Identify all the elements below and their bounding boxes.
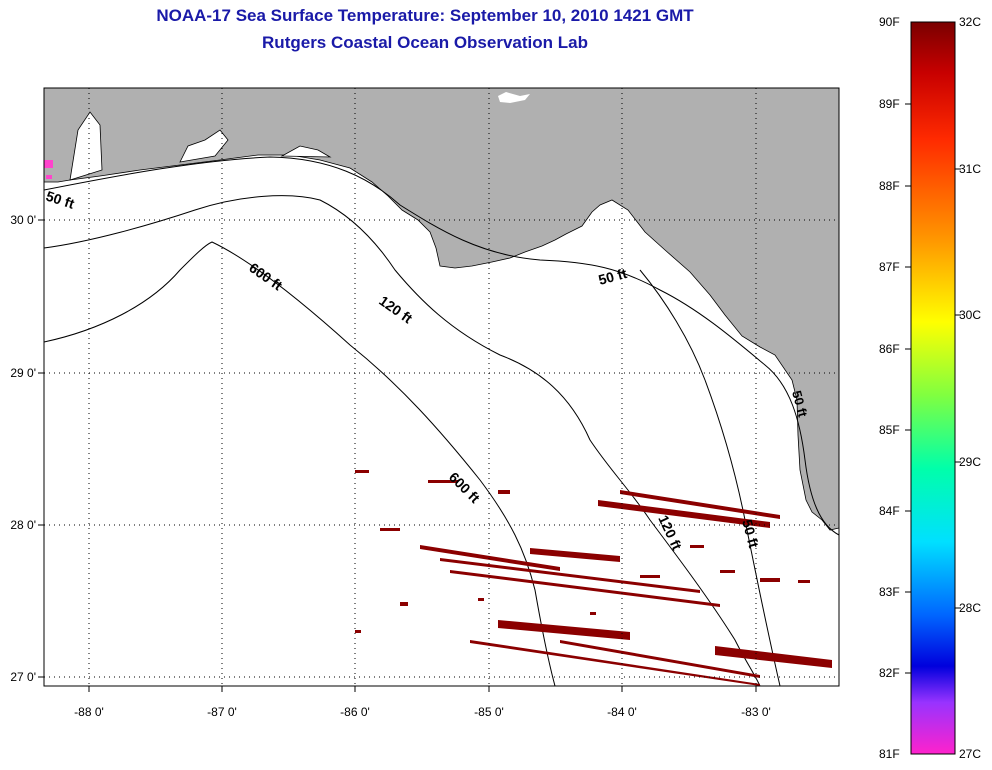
colorbar-label-c: 28C <box>959 601 982 615</box>
x-tick-label: -84 0' <box>607 705 637 719</box>
colorbar-label-f: 84F <box>879 504 900 518</box>
inland-lake <box>498 92 530 103</box>
isobath-label-50ft-bigbend: 50 ft <box>597 265 629 288</box>
x-tick-label: -88 0' <box>74 705 104 719</box>
color-bar <box>910 21 956 755</box>
isobath-120ft <box>44 195 761 686</box>
x-tick-label: -86 0' <box>340 705 370 719</box>
x-tick-label: -83 0' <box>741 705 771 719</box>
colorbar-label-c: 27C <box>959 747 982 761</box>
colorbar-label-c: 30C <box>959 308 982 322</box>
y-tick-label: 30 0' <box>10 213 36 227</box>
colorbar-label-f: 87F <box>879 260 900 274</box>
colorbar-label-f: 85F <box>879 423 900 437</box>
colorbar-label-c: 31C <box>959 162 982 176</box>
isobath-label-50ft-coast: 50 ft <box>789 389 811 419</box>
colorbar-label-f: 89F <box>879 97 900 111</box>
colorbar-label-f: 83F <box>879 585 900 599</box>
y-tick-label: 29 0' <box>10 366 36 380</box>
mobile-bay <box>69 111 103 181</box>
colorbar-label-f: 81F <box>879 747 900 761</box>
colorbar-label-f: 88F <box>879 179 900 193</box>
isobath-50ft <box>44 156 839 536</box>
sst-cool-pixels <box>44 160 53 168</box>
colorbar-label-f: 82F <box>879 666 900 680</box>
colorbar-label-f: 86F <box>879 342 900 356</box>
colorbar-label-c: 29C <box>959 455 982 469</box>
isobath-label-50ft-south: 50 ft <box>739 518 762 550</box>
colorbar-label-f: 90F <box>879 15 900 29</box>
map-subtitle: Rutgers Coastal Ocean Observation Lab <box>262 33 588 52</box>
choctawhatchee-bay <box>280 145 332 158</box>
colorbar-label-c: 32C <box>959 15 982 29</box>
map-frame <box>43 87 840 687</box>
map-title: NOAA-17 Sea Surface Temperature: Septemb… <box>156 6 694 25</box>
pensacola-bay <box>179 129 229 163</box>
x-tick-label: -87 0' <box>207 705 237 719</box>
axis-ticks <box>38 219 757 692</box>
x-tick-label: -85 0' <box>474 705 504 719</box>
color-bar-ticks <box>905 103 961 674</box>
y-tick-label: 27 0' <box>10 670 36 684</box>
y-tick-label: 28 0' <box>10 518 36 532</box>
isobath-50ft-west-florida <box>639 269 781 686</box>
sst-data-swaths <box>355 470 832 686</box>
land-mass <box>44 88 839 531</box>
